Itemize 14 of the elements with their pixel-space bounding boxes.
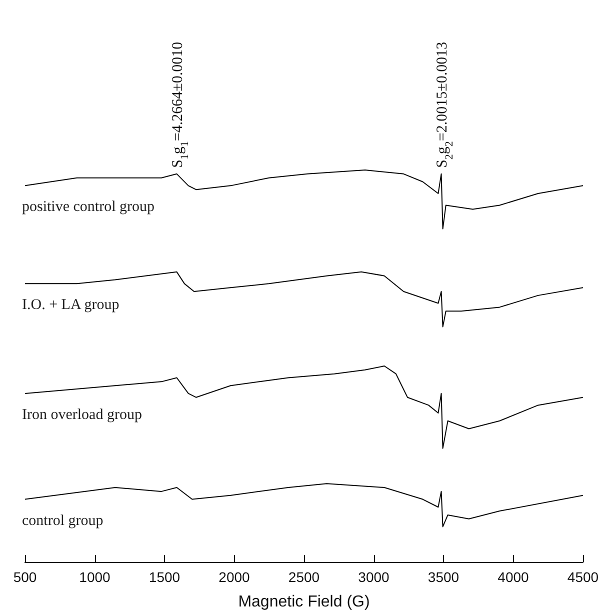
- series-label: control group: [22, 512, 104, 529]
- x-tick-label: 4500: [567, 569, 599, 585]
- series-label: positive control group: [22, 199, 154, 216]
- x-axis-title: Magnetic Field (G): [238, 594, 370, 610]
- x-tick-label: 1500: [148, 569, 180, 585]
- x-tick-label: 4000: [498, 569, 530, 585]
- x-tick-label: 3000: [358, 569, 390, 585]
- x-tick-label: 2500: [288, 569, 320, 585]
- x-tick-label: 3500: [428, 569, 460, 585]
- series-label: Iron overload group: [22, 406, 142, 423]
- x-tick-label: 1000: [79, 569, 111, 585]
- x-tick-label: 500: [13, 569, 37, 585]
- series-label: I.O. + LA group: [22, 297, 120, 314]
- x-tick-label: 2000: [218, 569, 250, 585]
